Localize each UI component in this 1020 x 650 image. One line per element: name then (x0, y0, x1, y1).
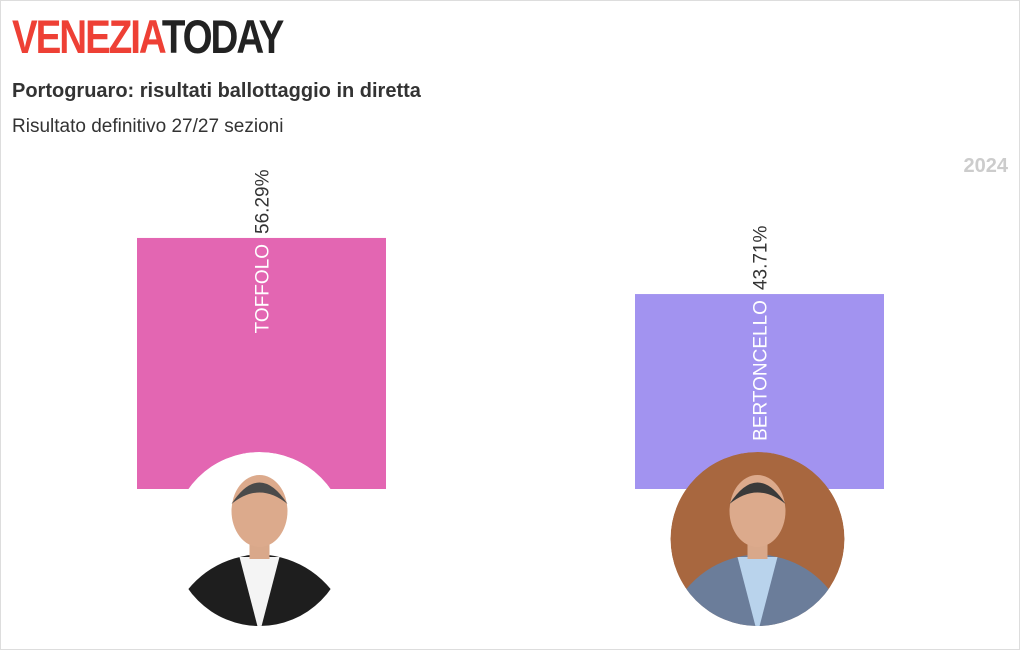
logo: VENEZIATODAY (12, 10, 284, 63)
subtitle: Risultato definitivo 27/27 sezioni (12, 116, 284, 137)
year-label: 2024 (963, 155, 1009, 177)
bar-category-label: TOFFOLO (253, 244, 274, 333)
bar-value-label: 56.29% (253, 169, 274, 234)
bar-toffolo (137, 237, 386, 489)
page-title: Portogruaro: risultati ballottaggio in d… (12, 80, 421, 102)
bar-value-label: 43.71% (751, 226, 772, 291)
bar-category-label: BERTONCELLO (751, 300, 772, 441)
